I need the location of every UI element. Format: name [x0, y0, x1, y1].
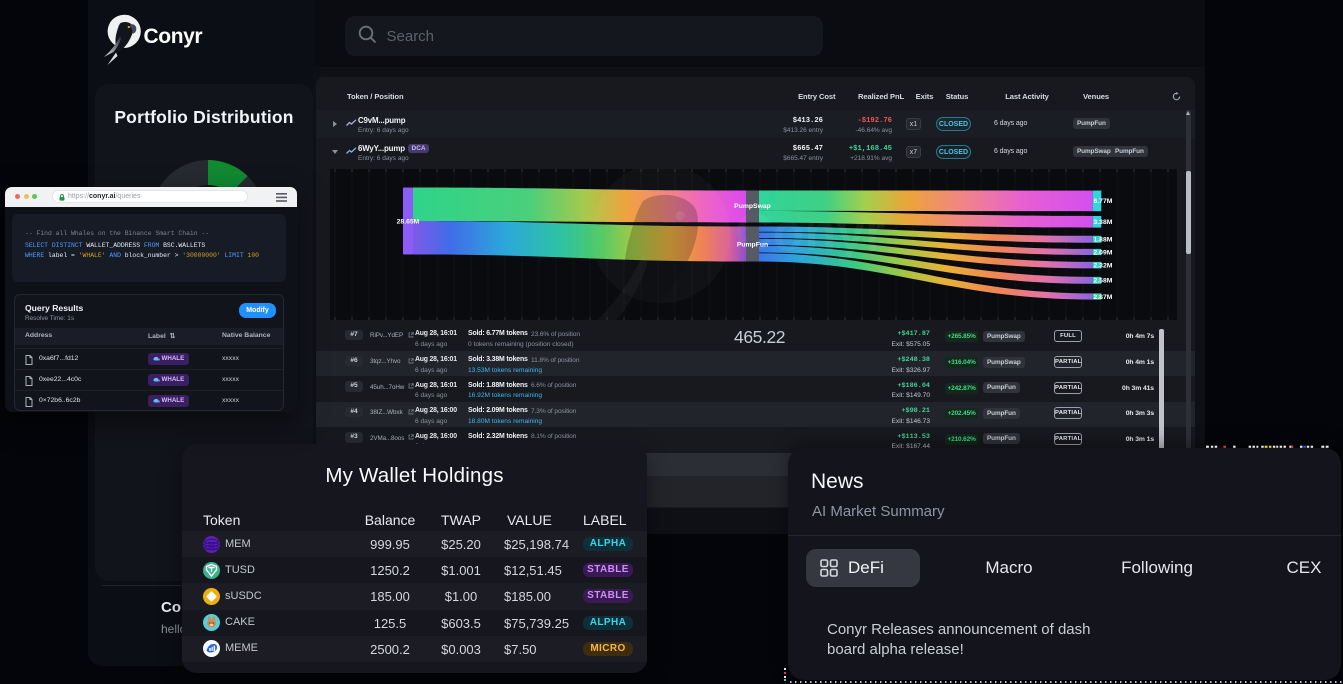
- svg-text:3.38M: 3.38M: [1094, 219, 1113, 226]
- svg-text:Conyr: Conyr: [735, 204, 885, 262]
- svg-text:2.58M: 2.58M: [1094, 277, 1113, 284]
- svg-text:PumpFun: PumpFun: [737, 241, 768, 248]
- svg-text:2.09M: 2.09M: [1094, 249, 1113, 256]
- svg-text:28.65M: 28.65M: [397, 218, 420, 225]
- svg-text:2.87M: 2.87M: [1094, 293, 1113, 300]
- svg-text:6.77M: 6.77M: [1094, 198, 1113, 205]
- svg-text:1.88M: 1.88M: [1094, 236, 1113, 243]
- svg-text:2.32M: 2.32M: [1094, 262, 1113, 269]
- svg-text:PumpSwap: PumpSwap: [734, 203, 771, 210]
